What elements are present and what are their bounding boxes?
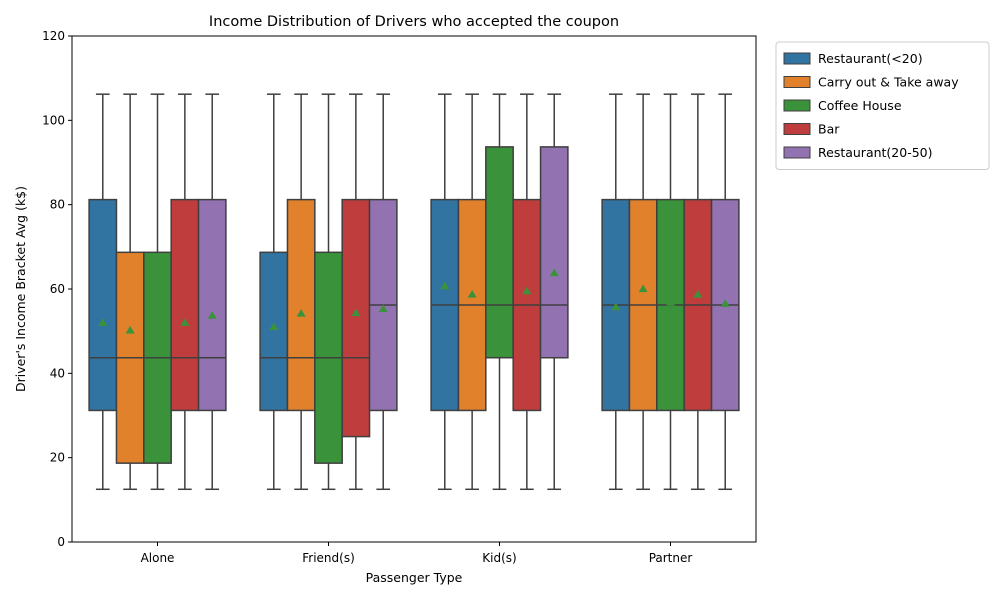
- y-axis: 0 20 40 60 80 100 120: [42, 29, 72, 549]
- mean-marker: [611, 302, 621, 311]
- box-iqr: [259, 251, 289, 412]
- box-0-3: [170, 93, 200, 491]
- legend-label: Restaurant(20-50): [818, 145, 933, 160]
- box-2-1: [457, 93, 487, 491]
- legend-frame: [775, 41, 990, 170]
- chart-title: Income Distribution of Drivers who accep…: [209, 14, 619, 30]
- mean-marker: [296, 308, 306, 317]
- y-tick-label: 20: [50, 451, 65, 465]
- mean-marker: [522, 286, 532, 295]
- box-3-2: [656, 93, 685, 491]
- box-3-4: [710, 93, 740, 491]
- mean-marker: [207, 311, 217, 319]
- box-2-4: [539, 93, 569, 491]
- mean-marker: [269, 322, 279, 331]
- box-2-0: [430, 93, 460, 491]
- mean-marker: [180, 318, 190, 326]
- mean-marker: [467, 289, 477, 298]
- mean-marker: [324, 325, 333, 334]
- mean-marker: [693, 289, 703, 298]
- box-3-0: [601, 93, 631, 491]
- x-tick-label: Friend(s): [302, 551, 355, 565]
- legend-label: Carry out & Take away: [818, 75, 959, 90]
- box-2-2: [485, 93, 514, 491]
- x-axis-label: Passenger Type: [366, 570, 463, 585]
- box-1-4: [368, 93, 398, 491]
- mean-marker: [720, 299, 730, 307]
- mean-marker: [98, 318, 108, 326]
- legend-label: Restaurant(<20): [818, 51, 923, 66]
- box-iqr: [485, 146, 514, 359]
- legend-label: Coffee House: [818, 98, 902, 113]
- box-iqr: [286, 198, 316, 412]
- x-tick-label: Alone: [141, 551, 175, 565]
- legend-swatch: [783, 123, 811, 135]
- box-0-0: [88, 93, 118, 491]
- box-iqr: [341, 198, 371, 438]
- legend-swatch: [783, 76, 811, 88]
- mean-marker: [638, 284, 648, 293]
- mean-marker: [351, 308, 361, 317]
- y-tick-label: 60: [50, 282, 65, 296]
- box-1-1: [286, 93, 316, 491]
- y-tick-label: 0: [57, 535, 65, 549]
- legend-swatch: [783, 146, 811, 159]
- box-1-0: [259, 93, 289, 491]
- box-iqr: [88, 198, 118, 412]
- box-3-3: [683, 93, 713, 491]
- plot-area: [88, 93, 740, 491]
- legend-swatch: [783, 52, 811, 65]
- x-tick-label: Kid(s): [482, 551, 516, 565]
- box-iqr: [170, 198, 200, 412]
- box-0-1: [115, 93, 145, 491]
- box-0-4: [197, 93, 227, 491]
- legend: Restaurant(<20) Carry out & Take away Coff…: [775, 41, 990, 170]
- mean-marker: [495, 282, 504, 291]
- y-tick-label: 120: [42, 29, 65, 43]
- y-tick-label: 40: [50, 366, 65, 380]
- box-1-2: [314, 93, 343, 491]
- mean-marker: [440, 281, 450, 290]
- mean-marker: [378, 304, 388, 312]
- box-iqr: [539, 146, 569, 359]
- box-2-3: [512, 93, 542, 491]
- box-3-1: [628, 93, 658, 491]
- legend-swatch: [783, 99, 811, 112]
- box-1-3: [341, 93, 371, 491]
- mean-marker: [549, 268, 559, 277]
- box-iqr: [197, 198, 227, 412]
- mean-marker: [666, 297, 675, 306]
- y-tick-label: 80: [50, 198, 65, 212]
- legend-label: Bar: [818, 122, 840, 137]
- y-axis-label: Driver's Income Bracket Avg (k$): [13, 186, 28, 392]
- x-tick-label: Partner: [649, 551, 693, 565]
- y-tick-label: 100: [42, 113, 65, 127]
- mean-marker: [125, 325, 135, 334]
- mean-marker: [153, 323, 162, 331]
- x-axis: Alone Friend(s) Kid(s) Partner: [141, 542, 693, 565]
- box-0-2: [143, 93, 172, 491]
